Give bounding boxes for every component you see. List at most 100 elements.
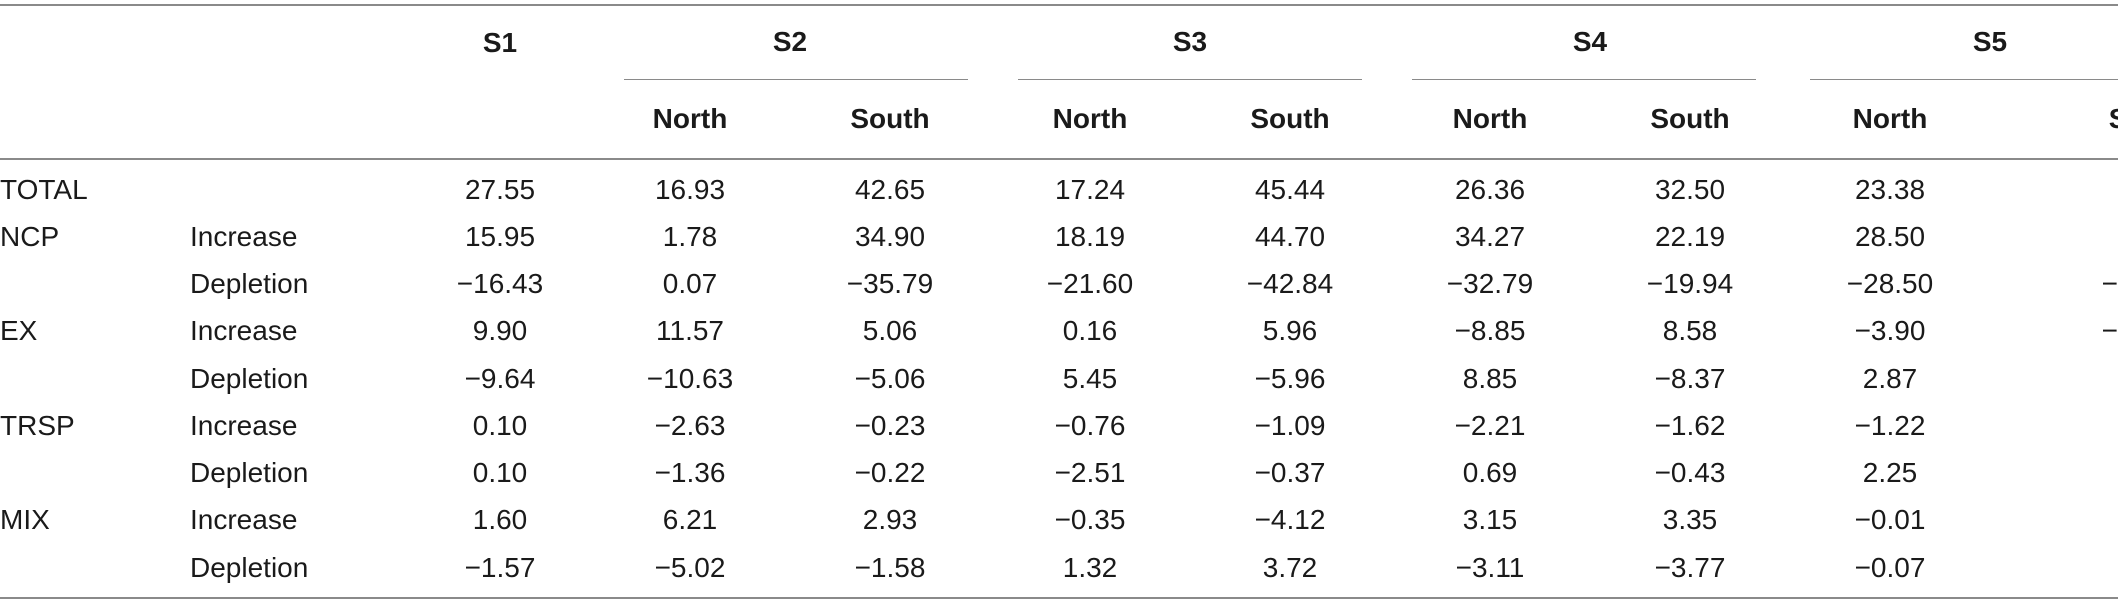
table-cell: 32.50 — [1654, 173, 1726, 205]
header-empty-cell — [190, 80, 410, 159]
row-sublabel: Increase — [190, 409, 298, 441]
header-s5: S5 — [1790, 4, 2118, 80]
group-rule — [1810, 79, 2118, 80]
table-cell: 20.03 — [1990, 355, 2118, 402]
header-empty-cell — [0, 4, 190, 80]
table-cell: −0.43 — [1654, 457, 1726, 489]
table-row: TRSP Increase 0.10 −2.63 −0.23 −0.76 −1.09 −2.2… — [0, 402, 2118, 449]
table-cell: 1.32 — [990, 544, 1190, 600]
table-cell: −2.21 — [1454, 409, 1526, 441]
header-s5-label: S5 — [1972, 26, 2008, 57]
table-cell: 22.19 — [1654, 220, 1726, 252]
table-cell: 49.01 — [1990, 213, 2118, 260]
table-cell: 15.95 — [464, 220, 536, 252]
row-label: NCP — [0, 220, 60, 252]
table-cell: −46.15 — [2101, 268, 2118, 300]
header-s3-north: North — [1052, 103, 1128, 134]
table-row: TOTAL 27.55 16.93 42.65 17.24 45.44 26.36 32.50… — [0, 159, 2118, 213]
table-row: EX Increase 9.90 11.57 5.06 0.16 5.96 −8.85 8.58… — [0, 308, 2118, 355]
table-cell: −3.11 — [1390, 544, 1590, 600]
header-s5-north: North — [1852, 103, 1928, 134]
table-cell: 42.65 — [854, 173, 926, 205]
header-s3-label: S3 — [1172, 26, 1208, 57]
data-table: S1 S2 S3 S4 S5 North South — [0, 4, 2118, 600]
row-label — [0, 544, 190, 600]
table-cell: 0.10 — [472, 409, 528, 441]
table-cell: −1.62 — [1654, 409, 1726, 441]
table-cell: 44.70 — [1254, 220, 1326, 252]
table-cell: 8.85 — [1462, 362, 1518, 394]
table-cell: −19.99 — [2101, 315, 2118, 347]
header-s3: S3 — [990, 4, 1390, 80]
row-label: EX — [0, 315, 38, 347]
table-cell: −1.58 — [790, 544, 990, 600]
table-cell: −1.22 — [1854, 409, 1926, 441]
group-rule — [1018, 79, 1362, 80]
table-cell: 27.55 — [464, 173, 536, 205]
table-cell: −0.23 — [854, 409, 926, 441]
table-cell: 34.90 — [854, 220, 926, 252]
table-cell: 2.93 — [862, 504, 918, 536]
table-cell: 45.44 — [1254, 173, 1326, 205]
table-cell: −0.07 — [1790, 544, 1990, 600]
table-cell: 2.25 — [1862, 457, 1918, 489]
table-cell: −3.90 — [1854, 315, 1926, 347]
header-s2: S2 — [590, 4, 990, 80]
table-cell: −0.06 — [1990, 402, 2118, 449]
table-cell: 0.86 — [1990, 544, 2118, 600]
table-cell: −0.01 — [1854, 504, 1926, 536]
table-cell: 1.78 — [662, 220, 718, 252]
table-row: MIX Increase 1.60 6.21 2.93 −0.35 −4.12 3.15 3.3… — [0, 497, 2118, 544]
header-s5-south: South — [1990, 80, 2118, 159]
header-row-scenarios: S1 S2 S3 S4 S5 — [0, 4, 2118, 80]
header-s2-label: S2 — [772, 26, 808, 57]
group-rule — [624, 79, 968, 80]
header-s4-north: North — [1452, 103, 1528, 134]
table-cell: 34.27 — [1454, 220, 1526, 252]
table-cell: 28.96 — [1990, 159, 2118, 213]
table-cell: −5.96 — [1254, 362, 1326, 394]
header-s3-south: South — [1250, 103, 1330, 134]
table-cell: −0.35 — [1054, 504, 1126, 536]
table-cell: 3.72 — [1190, 544, 1390, 600]
header-empty-cell — [0, 80, 190, 159]
row-sublabel: Increase — [190, 220, 298, 252]
table-cell: −1.36 — [654, 457, 726, 489]
header-s2-north: North — [652, 103, 728, 134]
table-cell: 5.06 — [862, 315, 918, 347]
row-sublabel: Depletion — [190, 362, 309, 394]
table-cell: −16.43 — [456, 268, 544, 300]
table-cell: 2.87 — [1862, 362, 1918, 394]
table-cell: 26.36 — [1454, 173, 1526, 205]
header-row-regions: North South North South North South Nort… — [0, 80, 2118, 159]
table-cell: 28.50 — [1854, 220, 1926, 252]
table-row: NCP Increase 15.95 1.78 34.90 18.19 44.70 34.27… — [0, 213, 2118, 260]
table-cell: −5.06 — [854, 362, 926, 394]
table-cell: 6.21 — [662, 504, 718, 536]
table-cell: −3.77 — [1590, 544, 1790, 600]
table-cell: 1.60 — [472, 504, 528, 536]
table-cell: 23.38 — [1854, 173, 1926, 205]
table-cell: 18.19 — [1054, 220, 1126, 252]
header-empty-cell — [410, 80, 590, 159]
table-cell: 3.35 — [1662, 504, 1718, 536]
row-label — [0, 261, 190, 308]
table-cell: −1.09 — [1254, 409, 1326, 441]
header-empty-cell — [190, 4, 410, 80]
header-s4-south: South — [1650, 103, 1730, 134]
table-cell: −32.79 — [1446, 268, 1534, 300]
row-sublabel: Depletion — [190, 544, 410, 600]
table-cell: 16.93 — [654, 173, 726, 205]
table-cell: −28.50 — [1846, 268, 1934, 300]
table-cell: 3.15 — [1462, 504, 1518, 536]
table-cell: 11.57 — [656, 315, 724, 347]
table-cell: −5.02 — [590, 544, 790, 600]
row-sublabel: Depletion — [190, 457, 309, 489]
group-rule — [1412, 79, 1756, 80]
header-s1: S1 — [410, 4, 590, 80]
header-s4: S4 — [1390, 4, 1790, 80]
row-label: TOTAL — [0, 173, 88, 205]
table-row: Depletion −16.43 0.07 −35.79 −21.60 −42.84 −32… — [0, 261, 2118, 308]
table-cell: 5.45 — [1062, 362, 1118, 394]
